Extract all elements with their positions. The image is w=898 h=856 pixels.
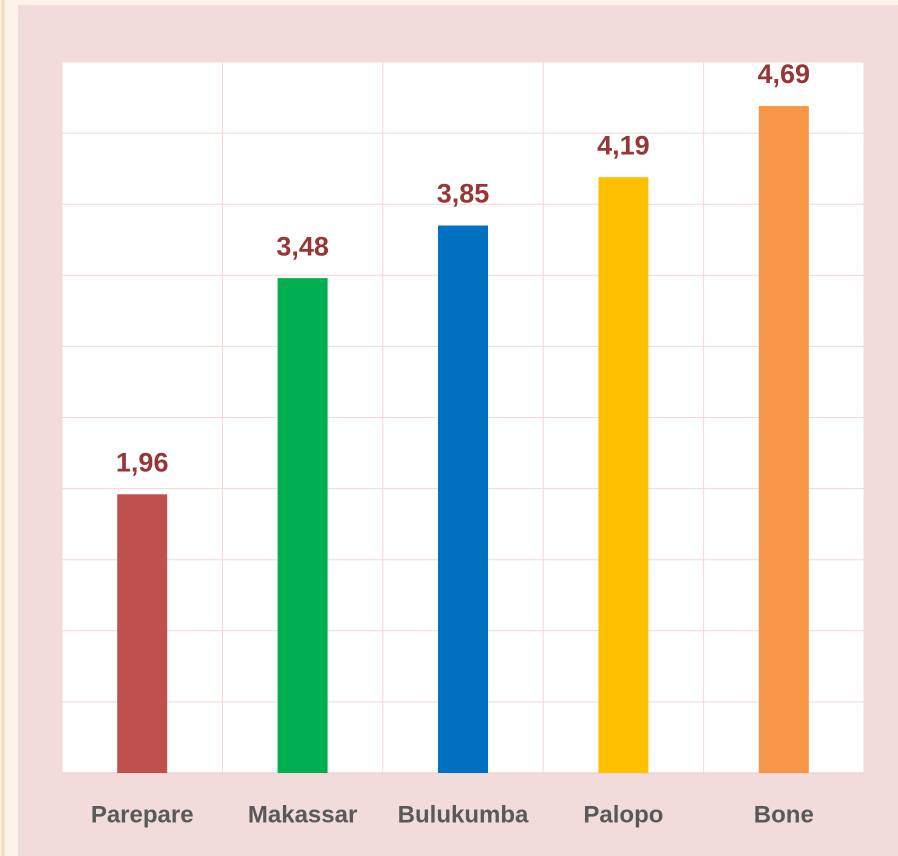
bar [758, 106, 809, 773]
x-tick-label: Bone [754, 801, 814, 828]
x-tick-label: Palopo [583, 801, 663, 828]
bar [277, 278, 328, 773]
data-label: 4,19 [597, 130, 650, 160]
bar [438, 225, 488, 773]
data-label: 3,48 [276, 231, 329, 261]
x-tick-label: Makassar [248, 801, 357, 828]
x-tick-label: Bulukumba [398, 801, 529, 828]
data-label: 4,69 [758, 59, 811, 89]
bar [117, 494, 168, 773]
x-tick-label: Parepare [91, 801, 194, 828]
data-label: 1,96 [116, 447, 169, 477]
bar [598, 177, 649, 773]
data-label: 3,85 [437, 179, 490, 209]
